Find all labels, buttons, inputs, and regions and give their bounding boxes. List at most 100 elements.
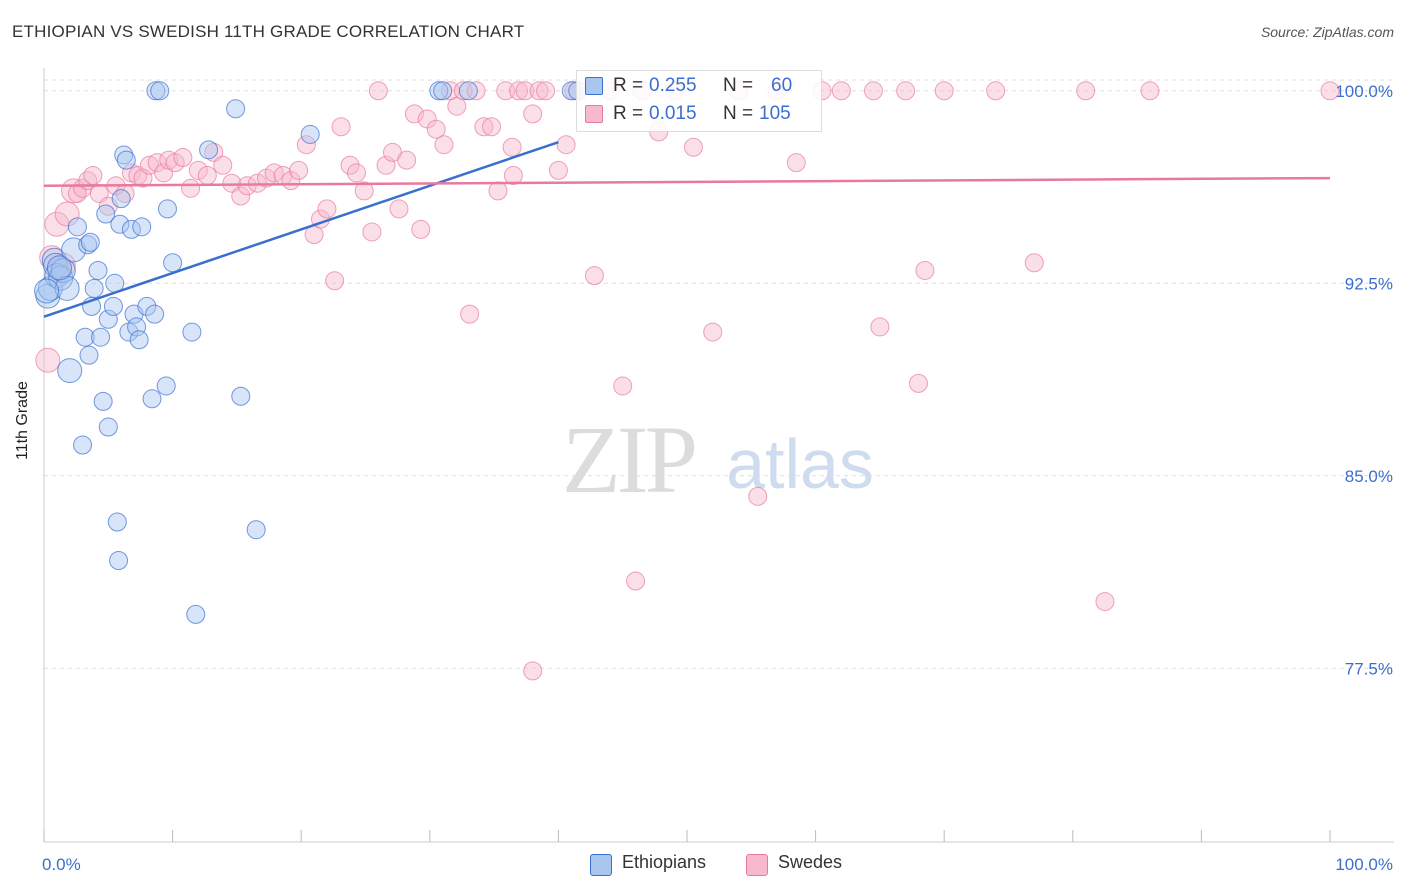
legend-r-label: R = <box>613 103 644 124</box>
y-tick-label: 100.0% <box>1335 82 1393 101</box>
swedes-point <box>509 81 529 101</box>
stats-legend: R = 0.255 N = 60 R = 0.015 N = 105 <box>576 70 822 132</box>
legend-swatch-blue <box>585 77 603 95</box>
swedes-point <box>536 81 556 101</box>
swedes-point <box>83 166 103 185</box>
legend-row-swedes: R = 0.015 N = 105 <box>577 101 821 127</box>
legend-r-value: 0.255 <box>649 75 697 96</box>
y-tick-label: 85.0% <box>1345 467 1393 486</box>
source-label: Source: ZipAtlas.com <box>1260 24 1394 40</box>
chart-title: ETHIOPIAN VS SWEDISH 11TH GRADE CORRELAT… <box>12 22 525 41</box>
swedes-point <box>523 661 543 681</box>
swedes-point <box>411 219 431 239</box>
ethiopians-points <box>34 81 588 624</box>
swedes-point <box>986 81 1006 101</box>
legend-n-label: N = <box>723 103 754 124</box>
watermark: ZIP atlas <box>562 406 874 513</box>
swedes-point <box>703 322 723 342</box>
swedes-swatch <box>746 854 768 876</box>
swedes-label: Swedes <box>778 852 843 872</box>
swedes-point <box>1076 81 1096 101</box>
axes <box>43 68 1394 843</box>
ethiopians-swatch <box>590 854 612 876</box>
swedes-point <box>786 153 806 173</box>
swedes-point <box>181 178 201 198</box>
swedes-point <box>584 266 604 286</box>
ethiopians-point <box>129 330 149 350</box>
ethiopians-point <box>84 278 104 298</box>
swedes-point <box>325 271 345 291</box>
ethiopians-point <box>43 252 69 278</box>
y-axis-label: 11th Grade <box>14 381 31 460</box>
swedes-point <box>515 81 535 101</box>
swedes-point <box>934 81 954 101</box>
legend-r-label: R = <box>613 75 644 96</box>
trend-lines <box>43 140 1331 318</box>
swedes-point <box>488 181 508 201</box>
legend-n-value: 105 <box>759 103 791 124</box>
swedes-point <box>1140 81 1160 101</box>
swedes-point <box>529 81 549 101</box>
ethiopians-point <box>46 255 72 281</box>
swedes-point <box>482 117 502 137</box>
swedes-point <box>296 135 316 155</box>
swedes-point <box>231 186 251 206</box>
swedes-point <box>1320 81 1340 101</box>
ethiopians-trend-line <box>43 140 559 318</box>
ethiopians-point <box>231 386 251 406</box>
x-tick-label: 0.0% <box>42 855 81 874</box>
swedes-point <box>54 201 80 227</box>
x-tick-label: 100.0% <box>1335 855 1393 874</box>
swedes-point <box>915 260 935 280</box>
ethiopians-label: Ethiopians <box>622 852 707 872</box>
legend-r-value: 0.015 <box>649 103 697 124</box>
swedes-trend-line <box>43 176 1331 188</box>
swedes-point <box>389 199 409 219</box>
ethiopians-point <box>96 204 116 224</box>
legend-n-label: N = <box>723 75 754 96</box>
ethiopians-point <box>182 322 202 342</box>
ethiopians-point <box>79 345 99 365</box>
swedes-point <box>908 373 928 393</box>
swedes-point <box>197 166 217 185</box>
ethiopians-point <box>88 260 108 280</box>
swedes-point <box>863 81 883 101</box>
swedes-point <box>397 150 417 170</box>
ethiopians-point <box>111 189 131 209</box>
swedes-point <box>317 199 337 219</box>
ethiopians-point <box>300 124 320 144</box>
ethiopians-point <box>199 140 219 160</box>
ethiopians-point <box>137 296 157 316</box>
ethiopians-point <box>132 217 152 237</box>
ethiopians-point <box>109 551 129 570</box>
swedes-point <box>683 137 703 157</box>
swedes-point <box>368 81 388 101</box>
swedes-point <box>466 81 486 101</box>
ethiopians-point <box>57 358 83 384</box>
ethiopians-point <box>142 389 162 409</box>
ethiopians-point <box>98 417 118 437</box>
swedes-point <box>613 376 633 396</box>
ethiopians-point <box>156 376 176 396</box>
swedes-point <box>188 160 208 180</box>
swedes-point <box>362 222 382 242</box>
ethiopians-point <box>226 99 246 119</box>
legend-swatch-pink <box>585 105 603 123</box>
ethiopians-point <box>98 309 118 329</box>
swedes-point <box>289 160 309 180</box>
swedes-point <box>523 104 543 124</box>
watermark-atlas: atlas <box>726 425 874 503</box>
ethiopians-point <box>116 150 136 170</box>
ethiopians-point <box>157 199 177 219</box>
ethiopians-point <box>34 278 60 304</box>
swedes-point <box>831 81 851 101</box>
ethiopians-point <box>75 327 95 347</box>
ethiopians-point <box>73 435 93 455</box>
ethiopians-point <box>433 81 453 101</box>
ethiopians-point <box>93 391 113 411</box>
swedes-point <box>460 304 480 324</box>
y-tick-label: 92.5% <box>1345 274 1393 293</box>
ethiopians-point <box>186 604 206 624</box>
swedes-point <box>340 155 360 175</box>
swedes-point <box>502 137 522 157</box>
